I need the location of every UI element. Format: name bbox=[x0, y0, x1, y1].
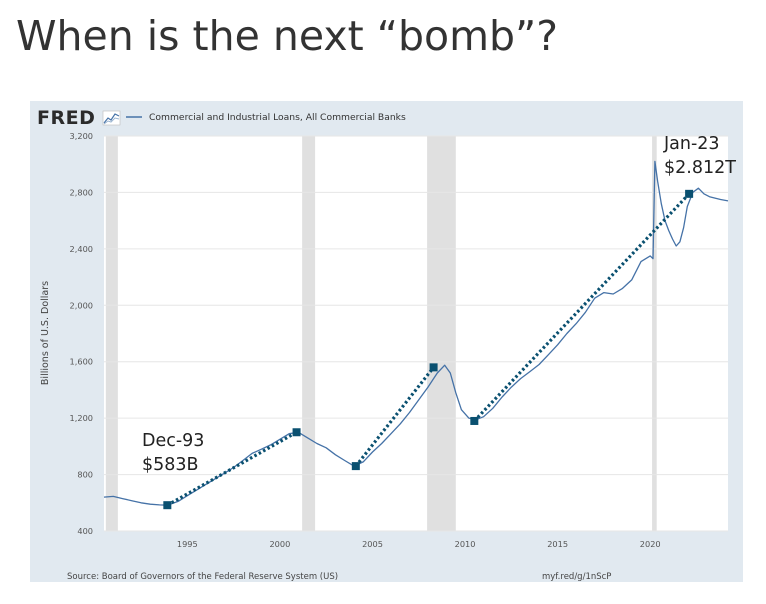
fred-logo: FRED bbox=[37, 107, 95, 129]
trend-marker bbox=[351, 462, 360, 471]
gridlines bbox=[104, 135, 728, 532]
url-note: myf.red/g/1nScP bbox=[542, 572, 611, 582]
x-tick-label: 2010 bbox=[455, 539, 476, 549]
trend-markers bbox=[163, 189, 694, 510]
x-tick-label: 2000 bbox=[269, 539, 290, 549]
annotation-start-date: Dec-93 bbox=[142, 431, 204, 451]
legend-label: Commercial and Industrial Loans, All Com… bbox=[149, 112, 406, 123]
y-tick-label: 400 bbox=[77, 526, 93, 536]
x-tick-label: 2020 bbox=[640, 539, 661, 549]
y-tick-label: 1,600 bbox=[70, 357, 93, 367]
plot-area bbox=[104, 136, 728, 531]
trend-line bbox=[354, 366, 435, 468]
y-axis-label: Billions of U.S. Dollars bbox=[40, 281, 51, 385]
x-tick-label: 2015 bbox=[547, 539, 568, 549]
x-tick-label: 1995 bbox=[177, 539, 198, 549]
trend-lines bbox=[166, 192, 691, 507]
y-tick-label: 2,800 bbox=[70, 187, 93, 197]
y-tick-label: 2,000 bbox=[70, 300, 93, 310]
trend-marker bbox=[292, 428, 301, 437]
trend-marker bbox=[470, 416, 479, 425]
y-tick-label: 800 bbox=[77, 470, 93, 480]
trend-marker bbox=[685, 189, 694, 198]
y-tick-label: 1,200 bbox=[70, 413, 93, 423]
recession-band bbox=[302, 136, 316, 531]
x-tick-labels: 1995 2000 2005 2010 2015 2020 bbox=[177, 539, 661, 549]
fred-graph-icon bbox=[102, 110, 121, 126]
annotation-end-date: Jan-23 bbox=[663, 134, 720, 154]
trend-marker bbox=[163, 501, 172, 510]
annotation-start-value: $583B bbox=[142, 455, 199, 475]
recession-band bbox=[105, 136, 118, 531]
slide-title: When is the next “bomb”? bbox=[16, 12, 559, 60]
y-tick-label: 2,400 bbox=[70, 244, 93, 254]
trend-line bbox=[473, 192, 691, 423]
y-tick-labels: 3,200 2,800 2,400 2,000 1,600 1,200 800 400 bbox=[70, 131, 93, 536]
recession-band bbox=[427, 136, 456, 531]
line-chart: FRED Commercial and Industrial Loans, Al… bbox=[37, 107, 736, 582]
recession-band bbox=[652, 136, 657, 531]
x-tick-label: 2005 bbox=[362, 539, 383, 549]
source-note: Source: Board of Governors of the Federa… bbox=[67, 572, 338, 582]
recession-bands bbox=[105, 136, 657, 531]
trend-marker bbox=[429, 363, 438, 372]
fred-chart-panel: FRED Commercial and Industrial Loans, Al… bbox=[30, 101, 743, 582]
annotation-end-value: $2.812T bbox=[664, 158, 736, 178]
y-tick-label: 3,200 bbox=[70, 131, 93, 141]
